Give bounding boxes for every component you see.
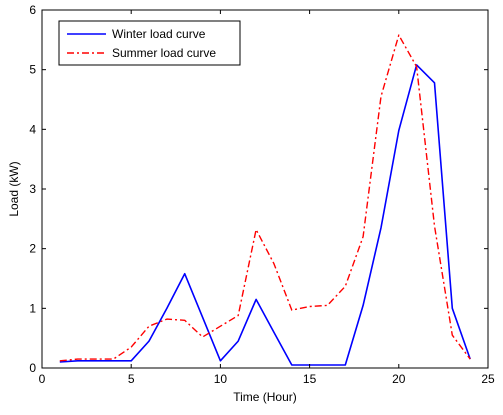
series-line-0 — [59, 64, 471, 366]
x-tick-label: 15 — [303, 372, 317, 386]
plot-area-background — [42, 10, 488, 368]
x-tick-label: 20 — [392, 372, 406, 386]
y-tick-label: 2 — [29, 242, 36, 256]
legend: Winter load curve Summer load curve — [58, 20, 241, 66]
axes-layer: 0 5 10 15 20 25 0 1 2 3 4 5 6 — [29, 3, 495, 386]
y-axis-title: Load (kW) — [7, 161, 21, 216]
x-axis-title: Time (Hour) — [233, 390, 297, 404]
y-tick-label: 1 — [29, 301, 36, 315]
y-tick-label: 0 — [29, 361, 36, 375]
x-tick-label: 25 — [481, 372, 495, 386]
legend-box — [58, 20, 241, 66]
legend-label-1: Summer load curve — [112, 46, 216, 60]
series-layer — [59, 34, 471, 366]
y-tick-label: 4 — [29, 122, 36, 136]
y-tick-label: 5 — [29, 63, 36, 77]
legend-label-0: Winter load curve — [112, 27, 206, 41]
x-tick-label: 5 — [128, 372, 135, 386]
y-tick-label: 6 — [29, 3, 36, 17]
y-tick-label: 3 — [29, 182, 36, 196]
series-line-1 — [59, 34, 471, 362]
x-tick-label: 0 — [39, 372, 46, 386]
x-tick-label: 10 — [214, 372, 228, 386]
